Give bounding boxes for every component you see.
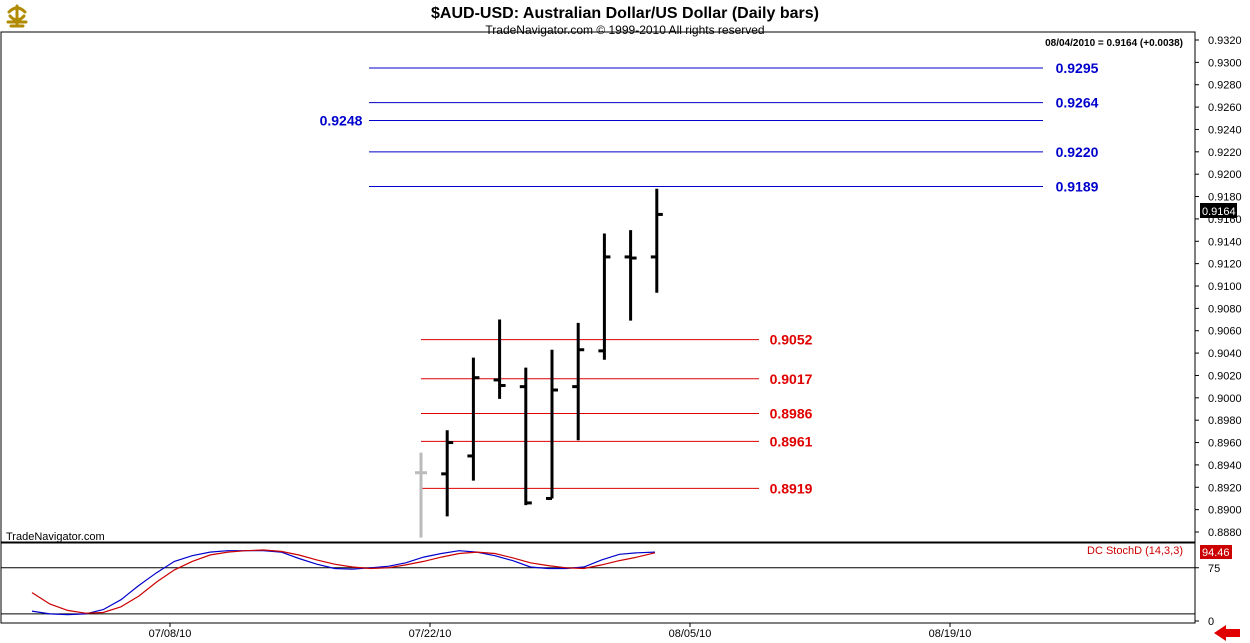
chart-title: $AUD-USD: Australian Dollar/US Dollar (D… <box>431 5 819 22</box>
ohlc-bar <box>598 233 611 360</box>
support-level-label: 0.8961 <box>770 433 813 449</box>
ohlc-bar <box>546 349 558 500</box>
y-tick-label: 0.9180 <box>1208 192 1242 204</box>
ohlc-bar <box>441 430 454 517</box>
price-bars <box>415 188 663 538</box>
stoch-line <box>31 549 656 614</box>
scroll-left-arrow-icon[interactable] <box>1214 625 1240 641</box>
y-tick-label: 0.9120 <box>1208 259 1242 271</box>
y-axis-ticks: 0.9320 0.9300 0.9280 0.9260 0.9240 0.9220 0.92… <box>1195 35 1242 539</box>
x-tick-label: 08/05/10 <box>669 628 712 640</box>
x-tick-label: 08/19/10 <box>929 628 972 640</box>
ohlc-bar <box>493 319 506 399</box>
stochastic-lines: 75 0 <box>1 549 1220 628</box>
y-tick-label: 0.9080 <box>1208 303 1242 315</box>
ohlc-bar <box>519 367 532 506</box>
indicator-badge: 94.46 <box>1202 547 1230 559</box>
y-tick-label: 0.9200 <box>1208 169 1242 181</box>
y-tick-label: 0.9260 <box>1208 102 1242 114</box>
x-tick-label: 07/08/10 <box>149 628 192 640</box>
ohlc-bar <box>467 357 480 481</box>
y-tick-label: 0.9040 <box>1208 348 1242 360</box>
resistance-level-label: 0.9248 <box>320 113 363 129</box>
y-tick-label: 0.9140 <box>1208 236 1242 248</box>
stoch-line <box>31 550 656 616</box>
support-level-label: 0.9052 <box>770 332 813 348</box>
y-tick-label: 0.8980 <box>1208 415 1242 427</box>
price-badge: 0.9164 <box>1202 206 1236 218</box>
y-tick-label: 0.9000 <box>1208 393 1242 405</box>
last-quote: 08/04/2010 = 0.9164 (+0.0038) <box>1045 38 1183 49</box>
price-panel-frame <box>0 31 1196 543</box>
y-tick-label: 0.8880 <box>1208 527 1242 539</box>
x-tick-label: 07/22/10 <box>409 628 452 640</box>
resistance-level-label: 0.9264 <box>1056 95 1099 111</box>
stoch-tick-label: 0 <box>1208 616 1214 628</box>
price-badge-bg <box>1200 203 1237 218</box>
support-level-label: 0.8919 <box>770 480 813 496</box>
ohlc-bar <box>415 452 427 538</box>
y-tick-label: 0.9320 <box>1208 35 1242 47</box>
projection-levels: 0.9295 0.9264 0.9248 0.9220 0.9189 0.9052 0.90… <box>320 60 1099 496</box>
stoch-tick-label: 75 <box>1208 563 1220 575</box>
ohlc-bar <box>572 322 585 441</box>
indicator-badge-bg <box>1200 545 1232 559</box>
y-tick-label: 0.9300 <box>1208 57 1242 69</box>
support-level-label: 0.9017 <box>770 371 813 387</box>
y-tick-label: 0.8960 <box>1208 438 1242 450</box>
ohlc-bar <box>650 188 663 293</box>
y-tick-label: 0.9220 <box>1208 147 1242 159</box>
resistance-level-label: 0.9189 <box>1056 178 1099 194</box>
x-axis-ticks: 07/08/10 07/22/10 08/05/10 08/19/10 <box>149 623 972 640</box>
y-tick-label: 0.9100 <box>1208 281 1242 293</box>
indicator-panel-frame <box>0 542 1196 624</box>
y-tick-label: 0.9020 <box>1208 370 1242 382</box>
y-tick-label: 0.8940 <box>1208 460 1242 472</box>
support-level-label: 0.8986 <box>770 405 813 421</box>
resistance-level-label: 0.9220 <box>1056 144 1099 160</box>
y-tick-label: 0.9280 <box>1208 80 1242 92</box>
watermark: TradeNavigator.com <box>6 531 105 543</box>
resistance-level-label: 0.9295 <box>1056 60 1099 76</box>
y-tick-label: 0.8920 <box>1208 482 1242 494</box>
trade-navigator-logo-icon[interactable] <box>4 4 30 30</box>
y-tick-label: 0.9240 <box>1208 124 1242 136</box>
y-tick-label: 0.9060 <box>1208 326 1242 338</box>
ohlc-bar <box>624 230 637 321</box>
y-tick-label: 0.8900 <box>1208 505 1242 517</box>
indicator-label: DC StochD (14,3,3) <box>1087 545 1183 557</box>
chart-copyright: TradeNavigator.com © 1999-2010 All right… <box>485 23 764 37</box>
